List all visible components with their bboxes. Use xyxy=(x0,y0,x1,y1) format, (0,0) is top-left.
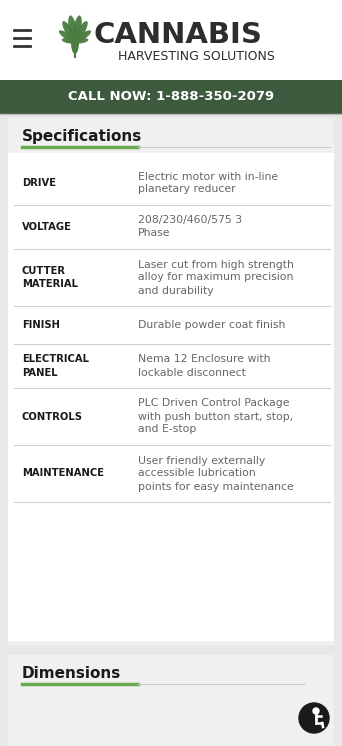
Text: PANEL: PANEL xyxy=(22,368,57,377)
Ellipse shape xyxy=(71,27,79,54)
Text: HARVESTING SOLUTIONS: HARVESTING SOLUTIONS xyxy=(118,51,274,63)
FancyBboxPatch shape xyxy=(8,118,334,645)
Text: FINISH: FINISH xyxy=(22,320,60,330)
Ellipse shape xyxy=(68,16,77,42)
Text: Specifications: Specifications xyxy=(22,128,142,143)
Text: lockable disconnect: lockable disconnect xyxy=(138,368,246,377)
Text: Electric motor with in-line: Electric motor with in-line xyxy=(138,172,278,181)
Circle shape xyxy=(299,703,329,733)
Text: and E-stop: and E-stop xyxy=(138,424,196,434)
Text: DRIVE: DRIVE xyxy=(22,178,56,188)
Ellipse shape xyxy=(62,38,75,43)
Text: Nema 12 Enclosure with: Nema 12 Enclosure with xyxy=(138,354,271,365)
Text: alloy for maximum precision: alloy for maximum precision xyxy=(138,272,293,283)
FancyBboxPatch shape xyxy=(0,0,342,80)
Text: VOLTAGE: VOLTAGE xyxy=(22,222,72,232)
Text: CANNABIS: CANNABIS xyxy=(94,21,262,49)
FancyBboxPatch shape xyxy=(8,153,334,641)
Text: User friendly externally: User friendly externally xyxy=(138,456,265,466)
Ellipse shape xyxy=(75,31,91,43)
Text: ELECTRICAL: ELECTRICAL xyxy=(22,354,89,365)
Text: and durability: and durability xyxy=(138,286,214,295)
Text: PLC Driven Control Package: PLC Driven Control Package xyxy=(138,398,289,409)
Ellipse shape xyxy=(62,21,76,43)
Text: 208/230/460/575 3: 208/230/460/575 3 xyxy=(138,216,242,225)
Text: with push button start, stop,: with push button start, stop, xyxy=(138,412,293,421)
Text: Phase: Phase xyxy=(138,228,171,239)
Text: accessible lubrication: accessible lubrication xyxy=(138,468,256,478)
Text: planetary reducer: planetary reducer xyxy=(138,184,236,195)
Text: points for easy maintenance: points for easy maintenance xyxy=(138,481,294,492)
FancyBboxPatch shape xyxy=(8,655,334,746)
Text: CONTROLS: CONTROLS xyxy=(22,412,83,421)
Text: Durable powder coat finish: Durable powder coat finish xyxy=(138,320,285,330)
Text: Laser cut from high strength: Laser cut from high strength xyxy=(138,260,294,269)
Ellipse shape xyxy=(75,38,88,43)
Text: Dimensions: Dimensions xyxy=(22,665,121,680)
FancyBboxPatch shape xyxy=(0,80,342,114)
Ellipse shape xyxy=(73,16,82,42)
Ellipse shape xyxy=(74,21,88,43)
Text: MATERIAL: MATERIAL xyxy=(22,279,78,289)
Circle shape xyxy=(313,708,319,714)
Ellipse shape xyxy=(59,31,75,43)
Text: CALL NOW: 1-888-350-2079: CALL NOW: 1-888-350-2079 xyxy=(68,90,274,104)
Text: MAINTENANCE: MAINTENANCE xyxy=(22,468,104,478)
Text: CUTTER: CUTTER xyxy=(22,266,66,276)
